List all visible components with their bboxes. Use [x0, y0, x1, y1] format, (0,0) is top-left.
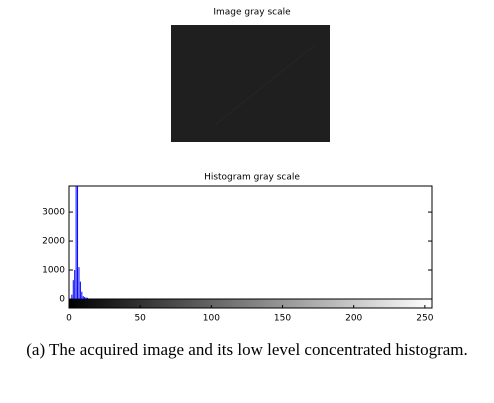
y-tick-label: 2000	[42, 237, 65, 247]
colorbar	[68, 298, 433, 309]
caption: (a) The acquired image and its low level…	[26, 340, 468, 359]
image-detail	[214, 44, 316, 126]
gray-image	[171, 25, 330, 142]
chart-title: Histogram gray scale	[204, 173, 300, 183]
x-tick-label: 200	[345, 314, 362, 324]
plot-area	[71, 186, 89, 299]
y-tick-label: 0	[59, 295, 65, 305]
plot-frame	[68, 185, 433, 300]
x-tick-label: 250	[416, 314, 433, 324]
y-tick-label: 1000	[42, 266, 65, 276]
x-tick-label: 50	[134, 314, 146, 324]
x-tick-label: 150	[274, 314, 291, 324]
y-tick-label: 3000	[42, 208, 65, 218]
x-tick-label: 100	[203, 314, 220, 324]
figure: Image gray scale Histogram gray scale 0 1…	[42, 8, 434, 324]
x-tick-label: 0	[66, 314, 72, 324]
image-title: Image gray scale	[213, 8, 291, 18]
